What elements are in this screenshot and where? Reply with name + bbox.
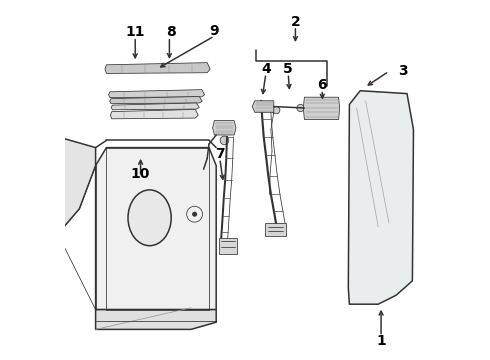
Text: 10: 10	[131, 167, 150, 180]
Polygon shape	[252, 101, 274, 112]
Circle shape	[192, 212, 197, 217]
Polygon shape	[96, 310, 216, 329]
Text: 3: 3	[398, 64, 408, 78]
Polygon shape	[265, 223, 286, 236]
Polygon shape	[110, 96, 202, 104]
Text: 8: 8	[166, 26, 176, 39]
Text: 9: 9	[210, 24, 219, 38]
Polygon shape	[109, 90, 205, 98]
Text: 11: 11	[125, 26, 145, 39]
Circle shape	[306, 110, 314, 117]
Polygon shape	[348, 91, 414, 304]
Circle shape	[381, 285, 391, 294]
Circle shape	[373, 289, 383, 298]
Polygon shape	[105, 63, 210, 73]
Circle shape	[273, 107, 280, 114]
Polygon shape	[213, 121, 236, 135]
Polygon shape	[58, 137, 96, 234]
Polygon shape	[96, 148, 216, 310]
Text: 1: 1	[376, 334, 386, 348]
Text: 5: 5	[283, 62, 293, 76]
Text: 2: 2	[291, 15, 300, 28]
Circle shape	[297, 104, 304, 112]
Text: 6: 6	[317, 78, 327, 92]
Ellipse shape	[128, 190, 171, 246]
Circle shape	[187, 206, 202, 222]
Polygon shape	[219, 238, 237, 254]
Polygon shape	[110, 109, 198, 119]
Polygon shape	[303, 97, 340, 120]
Text: 7: 7	[215, 147, 224, 161]
Circle shape	[220, 136, 229, 145]
Polygon shape	[111, 103, 199, 110]
Text: 4: 4	[261, 62, 271, 76]
